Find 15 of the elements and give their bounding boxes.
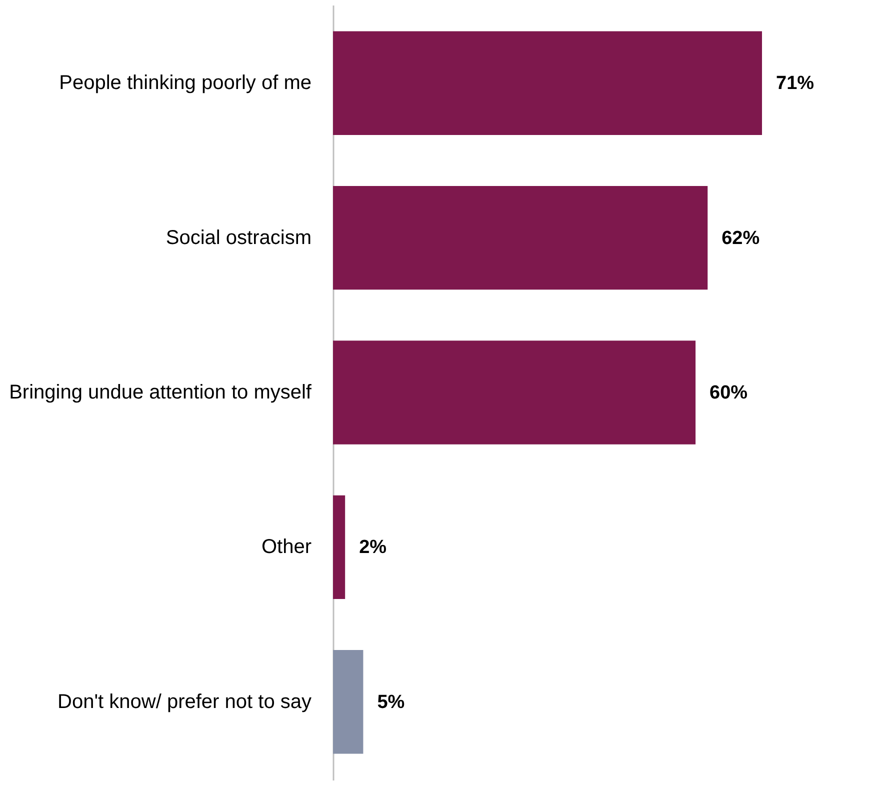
y-tick-label: People thinking poorly of me <box>59 72 312 94</box>
bar <box>333 340 696 444</box>
bar <box>333 650 364 754</box>
y-tick-label: Social ostracism <box>166 226 312 249</box>
data-label: 71% <box>776 73 814 94</box>
y-tick-label: Other <box>261 536 312 558</box>
data-label: 2% <box>359 537 387 558</box>
bar <box>333 186 708 290</box>
bar <box>333 31 762 135</box>
y-tick-label: Bringing undue attention to myself <box>9 382 312 404</box>
bar <box>333 495 346 600</box>
data-label: 62% <box>722 228 760 249</box>
data-label: 5% <box>377 692 405 713</box>
y-tick-label: Don't know/ prefer not to say <box>58 690 312 713</box>
data-label: 60% <box>710 382 748 404</box>
